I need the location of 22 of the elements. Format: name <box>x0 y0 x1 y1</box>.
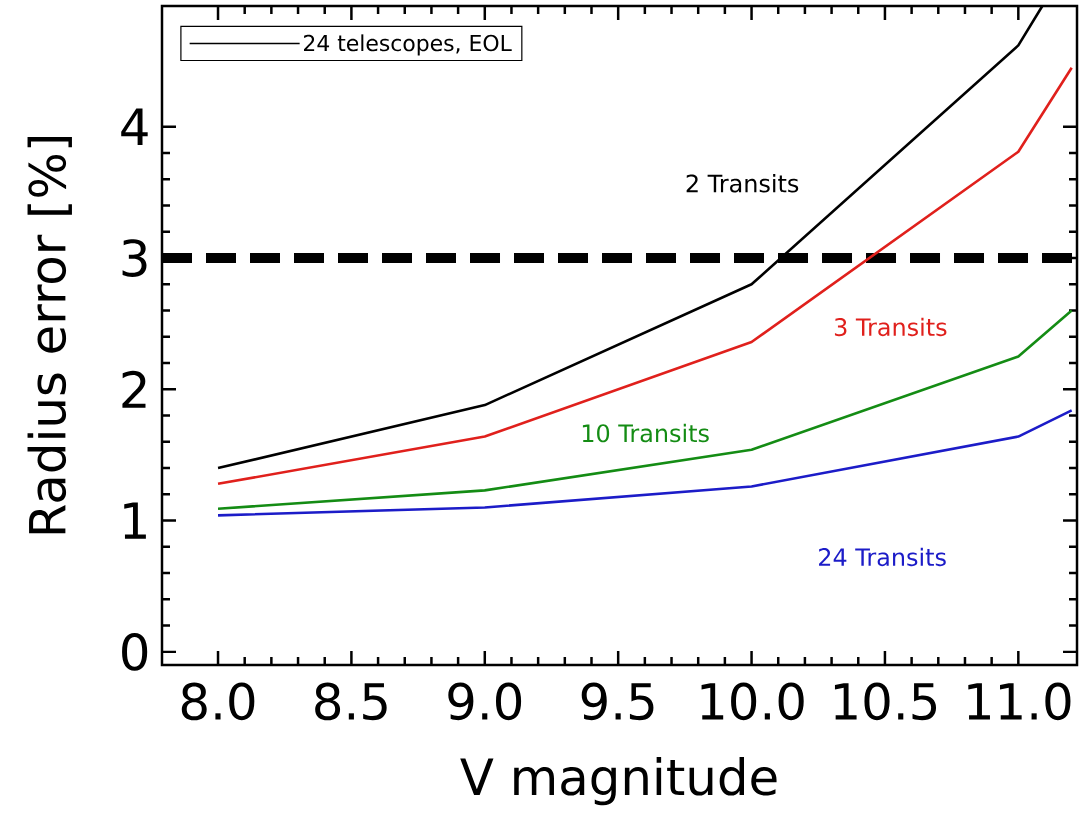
annotation: 2 Transits <box>686 174 799 193</box>
y-tick-label: 4 <box>121 108 148 145</box>
x-tick-label: 11.0 <box>968 682 1071 721</box>
line-series <box>216 409 1073 517</box>
x-tick-label: 8.5 <box>315 682 387 721</box>
annotation: 24 Transits <box>819 547 946 567</box>
annotation: 3 Transits <box>834 317 947 337</box>
x-tick-label: 9.0 <box>448 682 522 721</box>
x-tick-label: 9.5 <box>581 682 654 721</box>
x-tick-label: 10.0 <box>701 682 804 721</box>
line-series <box>216 66 1073 486</box>
x-tick-label: 8.0 <box>181 682 255 721</box>
x-tick-label: 10.5 <box>834 682 937 721</box>
legend-label: 24 telescopes, EOL <box>304 34 512 56</box>
x-axis-title: V magnitude <box>460 757 777 806</box>
line-series <box>216 309 1073 511</box>
y-tick-label: 3 <box>122 239 147 277</box>
y-tick-label: 1 <box>124 502 146 539</box>
y-axis-title: Radius error [%] <box>27 137 72 534</box>
y-tick-label: 2 <box>122 370 146 408</box>
y-tick-label: 0 <box>122 633 148 671</box>
annotation: 10 Transits <box>582 423 709 443</box>
